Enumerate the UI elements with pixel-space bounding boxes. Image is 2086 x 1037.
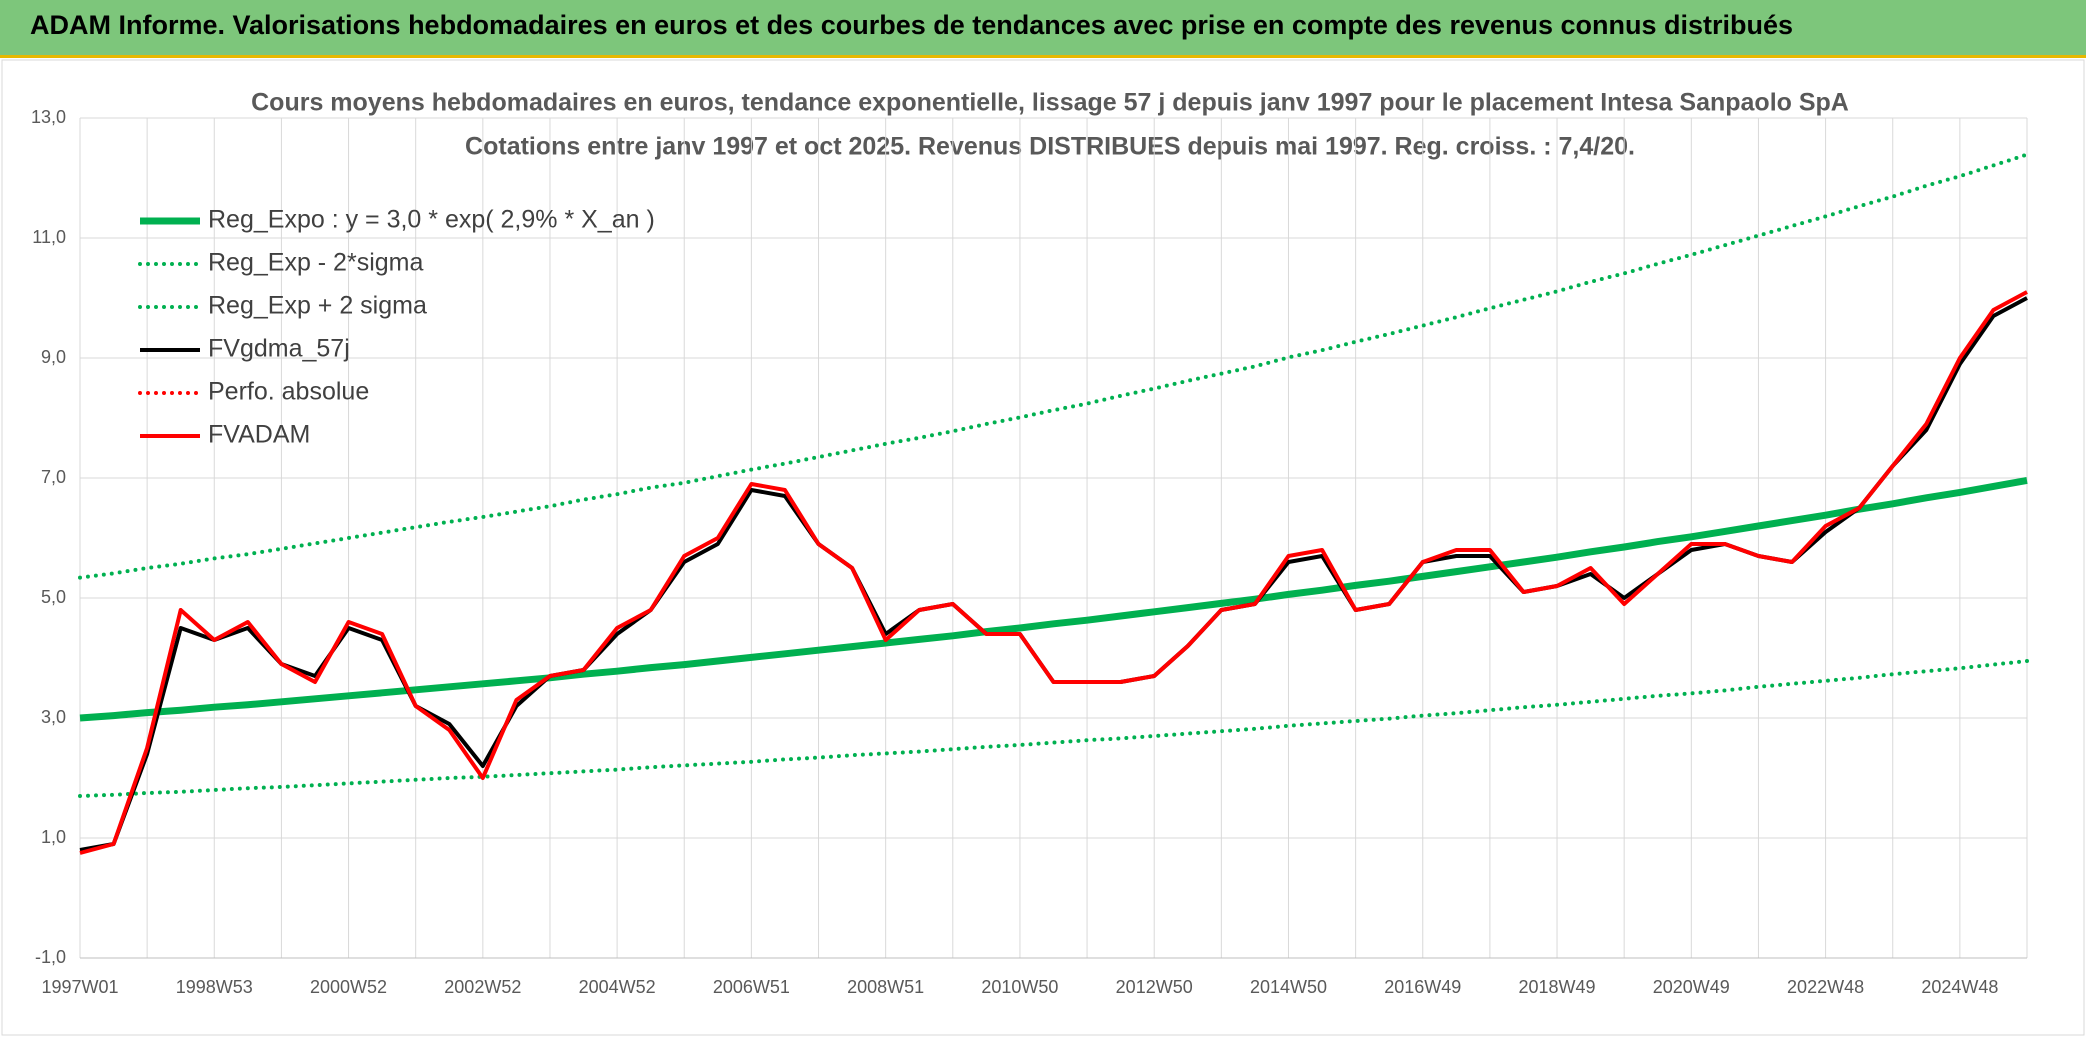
legend-label: Reg_Exp + 2 sigma: [208, 292, 427, 320]
x-tick-label: 2012W50: [1116, 977, 1193, 997]
y-tick-label: 11,0: [32, 227, 66, 247]
series-line: [78, 659, 2029, 798]
chart-subtitle: Cotations entre janv 1997 et oct 2025. R…: [465, 133, 1635, 161]
y-tick-label: 9,0: [41, 347, 66, 367]
x-tick-label: 1998W53: [176, 977, 253, 997]
x-tick-label: 2004W52: [579, 977, 656, 997]
legend-label: FVADAM: [208, 421, 310, 449]
x-tick-label: 2016W49: [1384, 977, 1461, 997]
y-tick-label: -1,0: [35, 947, 66, 967]
x-tick-label: 2022W48: [1787, 977, 1864, 997]
x-tick-label: 2000W52: [310, 977, 387, 997]
legend-label: Perfo. absolue: [208, 378, 369, 406]
y-tick-label: 1,0: [41, 827, 66, 847]
series-line: [78, 152, 2029, 580]
x-tick-label: 1997W01: [41, 977, 118, 997]
header-bar: ADAM Informe. Valorisations hebdomadaire…: [0, 0, 2086, 58]
chart-title: Cours moyens hebdomadaires en euros, ten…: [251, 89, 1849, 117]
legend-label: FVgdma_57j: [208, 335, 350, 363]
y-tick-label: 5,0: [41, 587, 66, 607]
legend-label: Reg_Exp - 2*sigma: [208, 249, 423, 277]
x-tick-label: 2018W49: [1519, 977, 1596, 997]
series-line: [79, 290, 2028, 855]
x-tick-label: 2008W51: [847, 977, 924, 997]
x-tick-label: 2006W51: [713, 977, 790, 997]
x-tick-label: 2020W49: [1653, 977, 1730, 997]
chart: Cours moyens hebdomadaires en euros, ten…: [1, 59, 2085, 1036]
x-tick-label: 2024W48: [1921, 977, 1998, 997]
legend-label: Reg_Expo : y = 3,0 * exp( 2,9% * X_an ): [208, 206, 655, 234]
x-tick-label: 2002W52: [444, 977, 521, 997]
series-line: [79, 476, 2028, 722]
y-tick-label: 13,0: [31, 107, 66, 127]
header-title: ADAM Informe. Valorisations hebdomadaire…: [30, 10, 1794, 40]
y-tick-label: 3,0: [41, 707, 66, 727]
y-tick-label: 7,0: [41, 467, 66, 487]
x-tick-label: 2014W50: [1250, 977, 1327, 997]
x-tick-label: 2010W50: [981, 977, 1058, 997]
